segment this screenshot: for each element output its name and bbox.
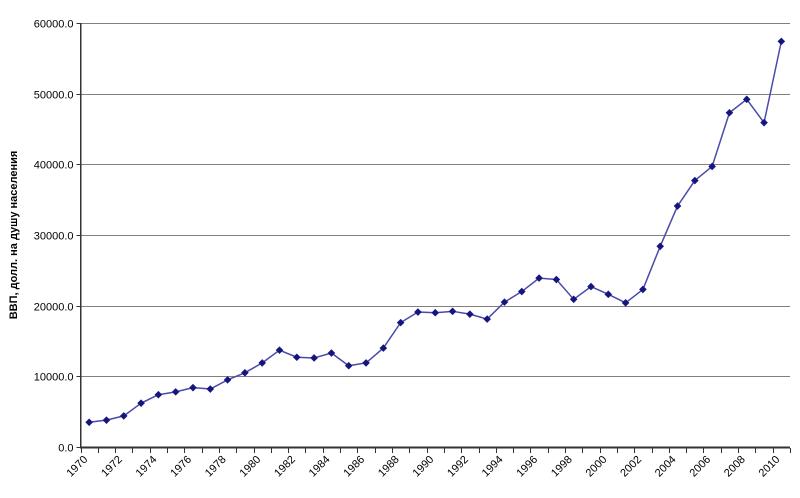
data-point-marker: [431, 308, 440, 317]
data-point-marker: [725, 108, 734, 117]
data-point-marker: [777, 37, 786, 46]
data-point-marker: [241, 369, 249, 377]
x-tick-label: 1972: [99, 454, 125, 480]
x-tick-label: 2002: [618, 454, 644, 480]
data-series-group: [85, 37, 786, 427]
data-point-marker: [137, 399, 145, 407]
x-tick-label: 1978: [203, 454, 229, 480]
x-tick-labels-group: 1970 1972 1974 1976 1978 1980 1982 1984 1986 1988…: [64, 454, 782, 480]
data-point-marker: [656, 242, 665, 251]
y-tick-label: 20000.0: [34, 302, 74, 314]
x-tick-label: 1990: [411, 454, 437, 480]
x-tick-label: 1974: [134, 454, 160, 480]
data-point-marker: [379, 344, 388, 352]
x-tick-label: 1986: [341, 454, 367, 480]
x-tick-label: 1992: [445, 454, 471, 480]
x-tick-label: 1976: [168, 454, 194, 480]
x-tick-label: 2006: [687, 454, 713, 480]
data-point-marker: [587, 282, 595, 291]
y-tick-label: 30000.0: [34, 231, 74, 243]
y-tick-labels-group: 0.0 10000.0 20000.0 30000.0 40000.0 50000.0 60…: [34, 19, 74, 455]
data-point-marker: [396, 318, 405, 327]
series-line: [89, 41, 783, 424]
y-tick-label: 10000.0: [34, 372, 74, 384]
x-tick-label: 1994: [480, 454, 506, 480]
x-tick-label: 2000: [584, 454, 610, 480]
data-point-marker: [621, 299, 630, 307]
data-point-marker: [189, 383, 197, 392]
x-tick-label: 1984: [307, 454, 333, 480]
data-point-marker: [569, 295, 578, 304]
x-tick-label: 1996: [514, 454, 540, 480]
data-point-marker: [535, 274, 543, 282]
data-point-marker: [344, 361, 353, 370]
x-tick-label: 1988: [376, 454, 402, 480]
data-point-marker: [552, 275, 561, 284]
data-point-marker: [448, 307, 457, 316]
data-point-marker: [362, 359, 370, 367]
data-point-marker: [171, 388, 180, 396]
data-point-marker: [673, 202, 682, 210]
y-tick-label: 50000.0: [34, 90, 74, 102]
data-point-marker: [639, 285, 647, 294]
y-tick-label: 40000.0: [34, 160, 74, 172]
y-tick-label: 0.0: [58, 443, 73, 455]
x-tick-label: 2004: [653, 454, 679, 480]
data-point-marker: [223, 376, 232, 384]
data-point-marker: [708, 162, 716, 171]
data-point-marker: [258, 359, 267, 367]
y-tick-label: 60000.0: [34, 19, 74, 31]
data-point-marker: [742, 95, 751, 104]
data-point-marker: [760, 118, 768, 127]
data-point-marker: [483, 315, 491, 323]
data-point-marker: [414, 308, 422, 316]
y-axis-title: ВВП, долл. на душу населения: [8, 151, 20, 320]
data-point-marker: [691, 176, 699, 185]
x-tick-label: 1982: [272, 454, 298, 480]
data-point-marker: [517, 287, 526, 296]
data-point-marker: [206, 385, 215, 393]
x-tick-label: 1970: [64, 454, 90, 480]
data-point-marker: [154, 390, 163, 399]
data-point-marker: [310, 354, 318, 362]
axes-group: [76, 23, 791, 453]
data-point-marker: [466, 310, 474, 318]
x-tick-label: 1998: [549, 454, 575, 480]
data-point-marker: [500, 298, 509, 306]
data-point-marker: [327, 349, 336, 357]
x-tick-label: 2010: [757, 454, 783, 480]
data-point-marker: [119, 412, 128, 420]
data-point-marker: [293, 353, 301, 362]
x-tick-label: 2008: [722, 454, 748, 480]
data-point-marker: [275, 346, 284, 354]
data-point-marker: [604, 290, 613, 299]
data-point-marker: [102, 416, 111, 424]
gridlines-group: [80, 23, 790, 377]
data-point-marker: [85, 418, 93, 427]
x-tick-label: 1980: [238, 454, 264, 480]
